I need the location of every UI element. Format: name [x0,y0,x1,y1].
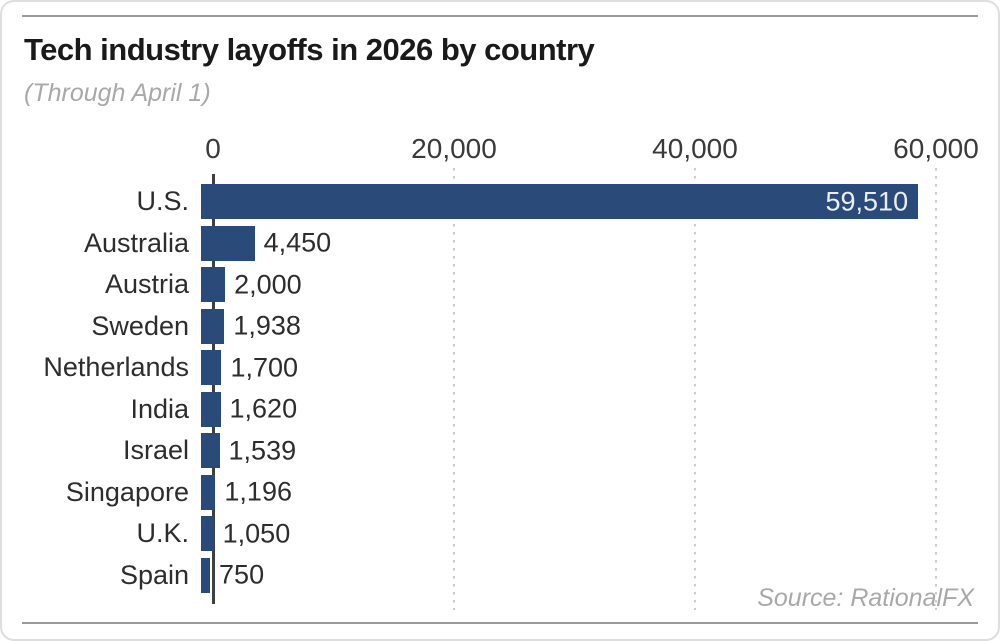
value-label: 1,539 [228,435,297,466]
bar-track: 1,700 [201,350,924,386]
category-label: Spain [119,559,189,590]
top-divider [22,15,978,17]
bar-row: U.S. 59,510 [2,181,936,223]
value-label: 1,700 [230,352,299,383]
value-label: 4,450 [263,227,332,258]
x-tick-label: 40,000 [652,133,738,164]
bar [201,225,255,261]
bottom-divider [22,622,978,624]
bar [201,308,225,344]
bar-row: Israel 1,539 [2,430,936,472]
bar-row: Spain 750 [2,555,936,597]
bar-track: 59,510 [201,184,924,220]
value-label: 1,620 [229,393,298,424]
bar [201,267,226,303]
bar-row: Netherlands 1,700 [2,347,936,389]
category-label: Australia [83,227,189,258]
bar: 59,510 [201,184,919,220]
category-label: Austria [104,269,189,300]
bar [201,557,211,593]
chart-title: Tech industry layoffs in 2026 by country [24,32,595,67]
bar [201,474,216,510]
x-tick-label: 20,000 [411,133,497,164]
bar-track: 1,196 [201,474,924,510]
y-axis-line [212,174,215,604]
bar-track: 4,450 [201,225,924,261]
x-tick-label: 60,000 [893,133,979,164]
bar-track: 2,000 [201,267,924,303]
category-label: India [130,393,189,424]
gridline [694,168,696,610]
gridline [935,168,937,610]
bar-row: India 1,620 [2,389,936,431]
bar-row: Sweden 1,938 [2,306,936,348]
value-label: 2,000 [234,269,302,300]
bar-row: U.K. 1,050 [2,513,936,555]
plot-area [212,168,937,610]
category-label: U.K. [136,518,189,549]
x-tick-label: 0 [205,133,221,164]
category-label: U.S. [136,186,189,217]
value-label: 59,510 [825,186,909,217]
source-credit: Source: RationalFX [757,584,974,612]
bar-track: 1,938 [201,308,924,344]
category-label: Sweden [91,310,189,341]
bar-row: Austria 2,000 [2,264,936,306]
bar-row: Singapore 1,196 [2,472,936,514]
bar [201,516,214,552]
x-axis-ticks: 0 20,000 40,000 60,000 [205,133,979,167]
bar-row: Australia 4,450 [2,223,936,265]
value-label: 750 [219,559,265,590]
value-label: 1,196 [224,476,292,507]
gridline [453,168,455,610]
bar-track: 750 [201,557,924,593]
chart-subtitle: (Through April 1) [24,79,211,107]
value-label: 1,938 [233,310,301,341]
bar-track: 1,620 [201,391,924,427]
bar [201,391,221,427]
category-label: Netherlands [43,352,189,383]
category-label: Israel [122,435,189,466]
bar [201,433,220,469]
bar-rows: U.S. 59,510 Australia 4,450 Austria 2,000 Swed… [2,181,936,596]
category-label: Singapore [65,476,189,507]
value-label: 1,050 [222,518,291,549]
bar-track: 1,539 [201,433,924,469]
bar-track: 1,050 [201,516,924,552]
bar [201,350,222,386]
